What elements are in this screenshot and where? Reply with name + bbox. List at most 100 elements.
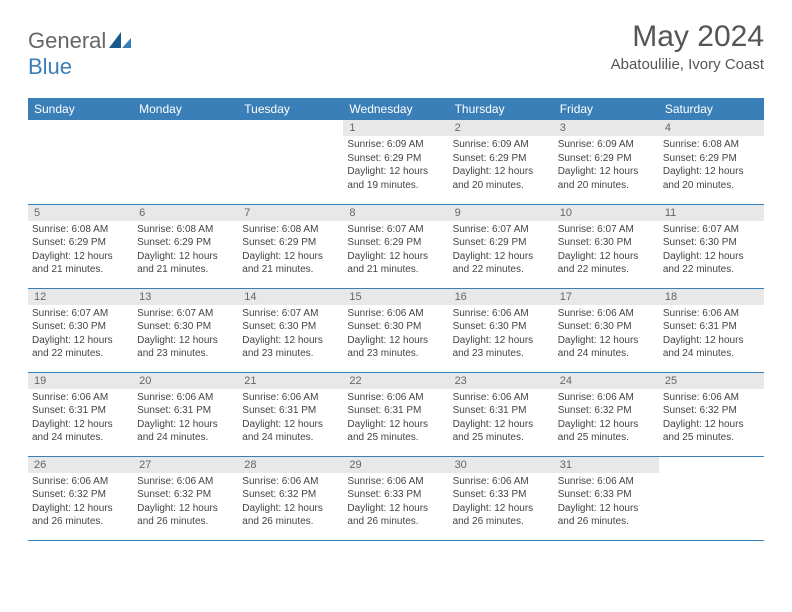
sunrise-text: Sunrise: 6:06 AM (347, 475, 444, 489)
daylight-text: Daylight: 12 hours and 25 minutes. (663, 418, 760, 445)
day-number: 18 (659, 289, 764, 305)
day-number: 8 (343, 205, 448, 221)
day-info: Sunrise: 6:07 AMSunset: 6:30 PMDaylight:… (554, 221, 659, 281)
calendar-day-cell: 16Sunrise: 6:06 AMSunset: 6:30 PMDayligh… (449, 288, 554, 372)
daylight-text: Daylight: 12 hours and 24 minutes. (558, 334, 655, 361)
calendar-week-row: 26Sunrise: 6:06 AMSunset: 6:32 PMDayligh… (28, 456, 764, 540)
day-number: 2 (449, 120, 554, 136)
sunset-text: Sunset: 6:29 PM (453, 236, 550, 250)
sunset-text: Sunset: 6:31 PM (347, 404, 444, 418)
day-number: 12 (28, 289, 133, 305)
sunrise-text: Sunrise: 6:07 AM (663, 223, 760, 237)
calendar-day-cell: 23Sunrise: 6:06 AMSunset: 6:31 PMDayligh… (449, 372, 554, 456)
daylight-text: Daylight: 12 hours and 24 minutes. (32, 418, 129, 445)
day-info: Sunrise: 6:06 AMSunset: 6:31 PMDaylight:… (659, 305, 764, 365)
calendar-day-cell: 6Sunrise: 6:08 AMSunset: 6:29 PMDaylight… (133, 204, 238, 288)
calendar-day-cell: 30Sunrise: 6:06 AMSunset: 6:33 PMDayligh… (449, 456, 554, 540)
sunset-text: Sunset: 6:33 PM (347, 488, 444, 502)
sunset-text: Sunset: 6:29 PM (32, 236, 129, 250)
calendar-table: SundayMondayTuesdayWednesdayThursdayFrid… (28, 98, 764, 541)
daylight-text: Daylight: 12 hours and 25 minutes. (453, 418, 550, 445)
daylight-text: Daylight: 12 hours and 22 minutes. (453, 250, 550, 277)
day-number: 19 (28, 373, 133, 389)
day-number: 27 (133, 457, 238, 473)
day-info: Sunrise: 6:07 AMSunset: 6:30 PMDaylight:… (28, 305, 133, 365)
day-info: Sunrise: 6:07 AMSunset: 6:30 PMDaylight:… (133, 305, 238, 365)
sunset-text: Sunset: 6:30 PM (558, 320, 655, 334)
sunset-text: Sunset: 6:31 PM (453, 404, 550, 418)
day-number: 9 (449, 205, 554, 221)
day-number: 20 (133, 373, 238, 389)
sunrise-text: Sunrise: 6:06 AM (242, 391, 339, 405)
sunrise-text: Sunrise: 6:06 AM (453, 475, 550, 489)
day-number: 31 (554, 457, 659, 473)
sunrise-text: Sunrise: 6:08 AM (137, 223, 234, 237)
weekday-header: Sunday (28, 98, 133, 120)
sunrise-text: Sunrise: 6:08 AM (242, 223, 339, 237)
weekday-header: Tuesday (238, 98, 343, 120)
sunrise-text: Sunrise: 6:08 AM (663, 138, 760, 152)
daylight-text: Daylight: 12 hours and 26 minutes. (137, 502, 234, 529)
sunrise-text: Sunrise: 6:06 AM (663, 307, 760, 321)
header: GeneralBlue May 2024 Abatoulilie, Ivory … (28, 20, 764, 80)
sunset-text: Sunset: 6:32 PM (242, 488, 339, 502)
calendar-week-row: 1Sunrise: 6:09 AMSunset: 6:29 PMDaylight… (28, 120, 764, 204)
day-number: 15 (343, 289, 448, 305)
day-number: 24 (554, 373, 659, 389)
calendar-day-cell: 15Sunrise: 6:06 AMSunset: 6:30 PMDayligh… (343, 288, 448, 372)
sunrise-text: Sunrise: 6:09 AM (347, 138, 444, 152)
calendar-day-cell: 3Sunrise: 6:09 AMSunset: 6:29 PMDaylight… (554, 120, 659, 204)
sunrise-text: Sunrise: 6:06 AM (347, 307, 444, 321)
sunset-text: Sunset: 6:30 PM (558, 236, 655, 250)
calendar-day-cell (133, 120, 238, 204)
sunset-text: Sunset: 6:31 PM (663, 320, 760, 334)
day-info: Sunrise: 6:06 AMSunset: 6:32 PMDaylight:… (554, 389, 659, 449)
sunset-text: Sunset: 6:32 PM (137, 488, 234, 502)
daylight-text: Daylight: 12 hours and 23 minutes. (137, 334, 234, 361)
calendar-day-cell: 28Sunrise: 6:06 AMSunset: 6:32 PMDayligh… (238, 456, 343, 540)
sunrise-text: Sunrise: 6:06 AM (347, 391, 444, 405)
day-number: 13 (133, 289, 238, 305)
sunset-text: Sunset: 6:29 PM (137, 236, 234, 250)
calendar-day-cell: 9Sunrise: 6:07 AMSunset: 6:29 PMDaylight… (449, 204, 554, 288)
day-info: Sunrise: 6:09 AMSunset: 6:29 PMDaylight:… (554, 136, 659, 196)
day-number: 3 (554, 120, 659, 136)
calendar-day-cell: 27 Sunrise: 6:06 AMSunset: 6:32 PMDayligh… (133, 456, 238, 540)
day-info: Sunrise: 6:06 AMSunset: 6:31 PMDaylight:… (133, 389, 238, 449)
calendar-day-cell: 4Sunrise: 6:08 AMSunset: 6:29 PMDaylight… (659, 120, 764, 204)
logo-text-2: Blue (28, 54, 72, 79)
day-info: Sunrise: 6:07 AMSunset: 6:30 PMDaylight:… (659, 221, 764, 281)
day-info: Sunrise: 6:09 AMSunset: 6:29 PMDaylight:… (343, 136, 448, 196)
sunset-text: Sunset: 6:30 PM (242, 320, 339, 334)
day-info: Sunrise: 6:07 AMSunset: 6:30 PMDaylight:… (238, 305, 343, 365)
day-info: Sunrise: 6:08 AMSunset: 6:29 PMDaylight:… (28, 221, 133, 281)
day-info: Sunrise: 6:06 AMSunset: 6:31 PMDaylight:… (28, 389, 133, 449)
sunrise-text: Sunrise: 6:06 AM (137, 475, 234, 489)
day-number: 26 (28, 457, 133, 473)
sunrise-text: Sunrise: 6:09 AM (453, 138, 550, 152)
calendar-day-cell (238, 120, 343, 204)
calendar-day-cell: 22Sunrise: 6:06 AMSunset: 6:31 PMDayligh… (343, 372, 448, 456)
sunrise-text: Sunrise: 6:07 AM (137, 307, 234, 321)
calendar-day-cell: 26Sunrise: 6:06 AMSunset: 6:32 PMDayligh… (28, 456, 133, 540)
calendar-day-cell: 14Sunrise: 6:07 AMSunset: 6:30 PMDayligh… (238, 288, 343, 372)
daylight-text: Daylight: 12 hours and 24 minutes. (663, 334, 760, 361)
sunrise-text: Sunrise: 6:06 AM (453, 391, 550, 405)
day-info: Sunrise: 6:07 AMSunset: 6:29 PMDaylight:… (449, 221, 554, 281)
title-block: May 2024 Abatoulilie, Ivory Coast (611, 20, 764, 73)
sunset-text: Sunset: 6:32 PM (663, 404, 760, 418)
daylight-text: Daylight: 12 hours and 26 minutes. (453, 502, 550, 529)
calendar-day-cell (659, 456, 764, 540)
daylight-text: Daylight: 12 hours and 26 minutes. (32, 502, 129, 529)
weekday-header: Monday (133, 98, 238, 120)
location: Abatoulilie, Ivory Coast (611, 56, 764, 73)
day-number: 1 (343, 120, 448, 136)
weekday-header: Friday (554, 98, 659, 120)
calendar-day-cell: 24Sunrise: 6:06 AMSunset: 6:32 PMDayligh… (554, 372, 659, 456)
sunrise-text: Sunrise: 6:06 AM (558, 307, 655, 321)
daylight-text: Daylight: 12 hours and 21 minutes. (32, 250, 129, 277)
sunrise-text: Sunrise: 6:07 AM (32, 307, 129, 321)
daylight-text: Daylight: 12 hours and 25 minutes. (558, 418, 655, 445)
day-info: Sunrise: 6:08 AMSunset: 6:29 PMDaylight:… (659, 136, 764, 196)
day-number: 30 (449, 457, 554, 473)
